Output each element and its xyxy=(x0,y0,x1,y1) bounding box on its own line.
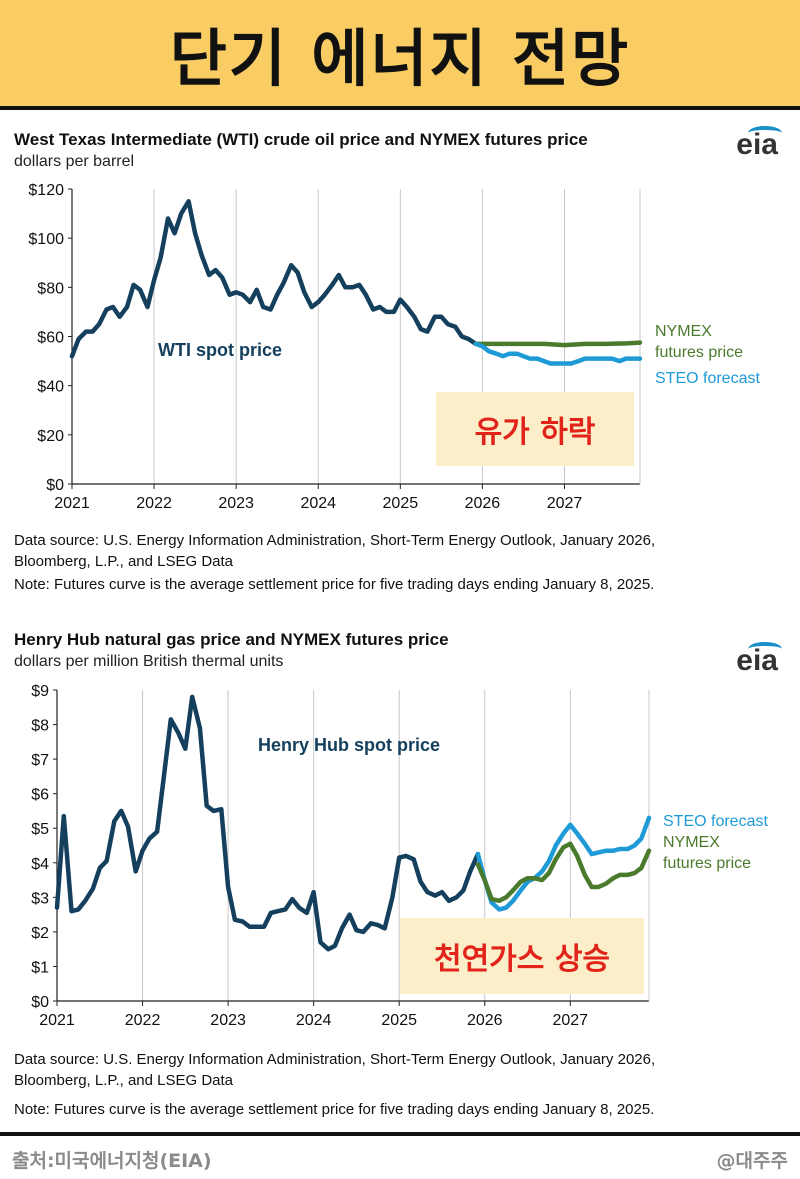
wti-y-tick-label: $20 xyxy=(37,428,64,445)
eia-logo-arc-icon xyxy=(748,126,782,140)
footer-handle: @대주주 xyxy=(716,1150,788,1172)
wti-label-steo: STEO forecast xyxy=(655,370,760,387)
wti-y-tick-label: $40 xyxy=(37,379,64,396)
hh-y-tick-label: $1 xyxy=(31,959,49,976)
wti-x-tick-label: 2023 xyxy=(218,495,254,512)
hh-chart-title: Henry Hub natural gas price and NYMEX fu… xyxy=(14,630,449,649)
wti-y-tick-label: $80 xyxy=(37,280,64,297)
hh-y-tick-label: $5 xyxy=(31,821,49,838)
wti-x-tick-label: 2025 xyxy=(383,495,419,512)
wti-x-tick-label: 2024 xyxy=(300,495,336,512)
wti-chart-unit: dollars per barrel xyxy=(14,153,135,170)
hh-y-tick-label: $0 xyxy=(31,994,49,1011)
hh-label-nymex: NYMEX xyxy=(663,834,720,851)
wti-chart: $0 $20 $40 $60 $80 $100 $120 2021 2022 2023 2024 20… xyxy=(28,182,760,512)
wti-x-tick-label: 2027 xyxy=(547,495,583,512)
wti-data-source-line1: Data source: U.S. Energy Information Adm… xyxy=(14,532,656,549)
wti-label-nymex: NYMEX xyxy=(655,323,712,340)
wti-series-nymex-futures-price xyxy=(473,340,643,348)
hh-series-steo-forecast xyxy=(475,815,652,912)
wti-y-tick-label: $120 xyxy=(28,182,64,199)
hh-label-hh-spot: Henry Hub spot price xyxy=(258,735,440,755)
hh-y-tick-label: $7 xyxy=(31,752,49,769)
wti-x-tick-label: 2022 xyxy=(136,495,172,512)
eia-logo: eia xyxy=(736,644,778,677)
hh-series-henry-hub-spot-price xyxy=(54,694,481,952)
wti-footnote: Note: Futures curve is the average settl… xyxy=(14,576,655,593)
footer-divider xyxy=(0,1132,800,1136)
hh-y-tick-label: $4 xyxy=(31,856,49,873)
henry-hub-chart-panel: Henry Hub natural gas price and NYMEX fu… xyxy=(0,620,800,1126)
hh-chart-unit: dollars per million British thermal unit… xyxy=(14,653,284,670)
wti-y-tick-label: $100 xyxy=(28,231,64,248)
hh-x-tick-label: 2025 xyxy=(381,1012,417,1029)
eia-logo: eia xyxy=(736,128,778,161)
hh-label-steo: STEO forecast xyxy=(663,813,768,830)
wti-series-wti-spot-price xyxy=(69,199,479,359)
banner-title: 단기 에너지 전망 xyxy=(169,22,631,95)
hh-y-tick-label: $6 xyxy=(31,787,49,804)
footer-source: 출처:미국에너지청(EIA) xyxy=(12,1150,212,1172)
hh-y-tick-label: $8 xyxy=(31,718,49,735)
hh-callout: 천연가스 상승 xyxy=(400,918,644,994)
hh-label-nymex: futures price xyxy=(663,855,751,872)
hh-x-tick-label: 2027 xyxy=(552,1012,588,1029)
hh-x-tick-label: 2023 xyxy=(210,1012,246,1029)
hh-series-nymex-futures-price xyxy=(475,841,652,904)
wti-label-wti-spot: WTI spot price xyxy=(158,340,282,360)
wti-data-source-line2: Bloomberg, L.P., and LSEG Data xyxy=(14,553,234,570)
wti-chart-panel: West Texas Intermediate (WTI) crude oil … xyxy=(0,114,800,604)
hh-x-tick-label: 2022 xyxy=(125,1012,161,1029)
wti-y-tick-label: $0 xyxy=(46,477,64,494)
hh-data-source-line2: Bloomberg, L.P., and LSEG Data xyxy=(14,1072,234,1089)
hh-chart: $0 $1 $2 $3 $4 $5 $6 $7 $8 $9 2021 2022 2023 2024 2025… xyxy=(31,683,768,1029)
hh-data-source-line1: Data source: U.S. Energy Information Adm… xyxy=(14,1051,656,1068)
hh-footnote: Note: Futures curve is the average settl… xyxy=(14,1101,655,1118)
wti-chart-title: West Texas Intermediate (WTI) crude oil … xyxy=(14,130,588,149)
wti-y-tick-label: $60 xyxy=(37,330,64,347)
wti-label-nymex: futures price xyxy=(655,344,743,361)
hh-y-tick-label: $2 xyxy=(31,925,49,942)
hh-x-tick-label: 2026 xyxy=(467,1012,503,1029)
hh-y-tick-label: $9 xyxy=(31,683,49,700)
eia-logo-arc-icon xyxy=(748,642,782,656)
wti-x-tick-label: 2026 xyxy=(465,495,501,512)
banner: 단기 에너지 전망 xyxy=(0,0,800,110)
hh-y-tick-label: $3 xyxy=(31,890,49,907)
wti-x-tick-label: 2021 xyxy=(54,495,90,512)
hh-x-tick-label: 2024 xyxy=(296,1012,332,1029)
hh-x-tick-label: 2021 xyxy=(39,1012,75,1029)
wti-callout: 유가 하락 xyxy=(436,392,634,466)
